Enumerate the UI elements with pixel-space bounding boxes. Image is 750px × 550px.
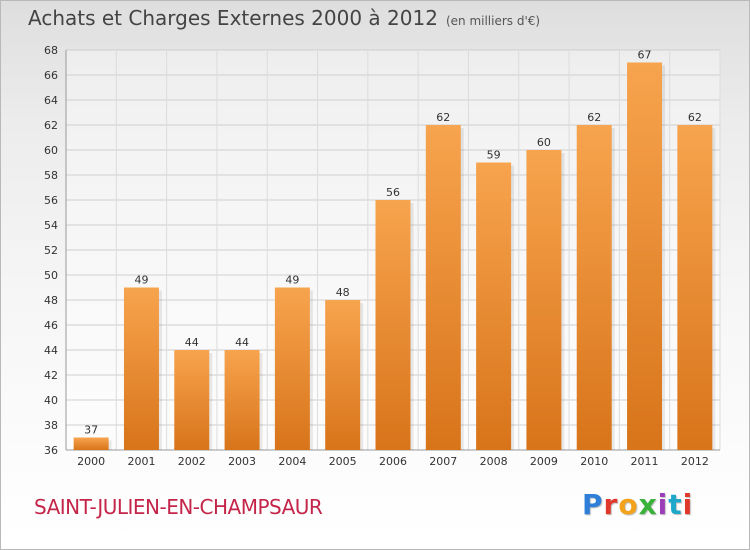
y-tick-label: 42 (44, 369, 58, 382)
bar (325, 300, 361, 450)
y-tick-label: 52 (44, 244, 58, 257)
x-tick-label: 2007 (429, 455, 457, 468)
logo-letter: i (657, 488, 669, 521)
bar (627, 62, 663, 450)
logo-letter: o (618, 488, 639, 521)
logo-letter: r (603, 488, 619, 521)
bar (526, 150, 562, 450)
y-tick-label: 64 (44, 94, 58, 107)
data-label: 37 (84, 424, 98, 437)
chart-title: Achats et Charges Externes 2000 à 2012 (e… (28, 6, 540, 30)
y-tick-label: 58 (44, 169, 58, 182)
y-tick-label: 36 (44, 444, 58, 457)
data-label: 56 (386, 186, 400, 199)
data-label: 44 (235, 336, 249, 349)
x-tick-label: 2001 (127, 455, 155, 468)
bars (73, 62, 716, 450)
bar (224, 350, 260, 450)
y-tick-label: 68 (44, 44, 58, 57)
y-tick-label: 54 (44, 219, 58, 232)
x-tick-label: 2011 (631, 455, 659, 468)
data-label: 62 (436, 111, 450, 124)
y-tick-label: 38 (44, 419, 58, 432)
logo-letter: t (668, 488, 683, 521)
data-label: 48 (336, 286, 350, 299)
logo-letter: P (582, 488, 604, 521)
x-tick-label: 2010 (580, 455, 608, 468)
x-tick-label: 2004 (278, 455, 306, 468)
x-tick-label: 2002 (178, 455, 206, 468)
x-tick-label: 2008 (480, 455, 508, 468)
bar (174, 350, 210, 450)
x-tick-label: 2005 (329, 455, 357, 468)
bar (425, 125, 461, 450)
data-label: 62 (688, 111, 702, 124)
data-label: 49 (285, 274, 299, 287)
data-label: 62 (587, 111, 601, 124)
y-tick-label: 46 (44, 319, 58, 332)
x-tick-label: 2006 (379, 455, 407, 468)
y-tick-label: 40 (44, 394, 58, 407)
proxiti-logo: Proxiti (582, 488, 693, 521)
y-tick-label: 56 (44, 194, 58, 207)
data-label: 60 (537, 136, 551, 149)
y-tick-label: 60 (44, 144, 58, 157)
x-tick-label: 2009 (530, 455, 558, 468)
bar (375, 200, 411, 450)
bar (274, 287, 310, 450)
data-label: 44 (185, 336, 199, 349)
bar (123, 287, 159, 450)
data-label: 49 (134, 274, 148, 287)
tick-labels: 36 38 40 42 44 46 48 50 52 54 56 58 60 62 64 66 68 2000 20… (44, 44, 709, 468)
title-unit: (en milliers d'€) (445, 14, 541, 28)
bar (476, 162, 512, 450)
x-tick-label: 2000 (77, 455, 105, 468)
y-tick-label: 44 (44, 344, 58, 357)
commune-name: SAINT-JULIEN-EN-CHAMPSAUR (34, 495, 323, 519)
bar (73, 437, 109, 450)
data-label: 59 (487, 149, 501, 162)
data-labels: 37 49 44 44 49 48 56 62 59 60 62 67 62 (84, 49, 702, 437)
data-label: 67 (638, 49, 652, 62)
logo-letter: i (682, 488, 694, 521)
bar (576, 125, 612, 450)
x-tick-label: 2012 (681, 455, 709, 468)
y-tick-label: 62 (44, 119, 58, 132)
y-tick-label: 50 (44, 269, 58, 282)
logo-letter: x (638, 488, 658, 521)
title-text: Achats et Charges Externes 2000 à 2012 (28, 6, 438, 30)
y-tick-label: 66 (44, 69, 58, 82)
y-tick-label: 48 (44, 294, 58, 307)
x-tick-label: 2003 (228, 455, 256, 468)
bar (677, 125, 713, 450)
